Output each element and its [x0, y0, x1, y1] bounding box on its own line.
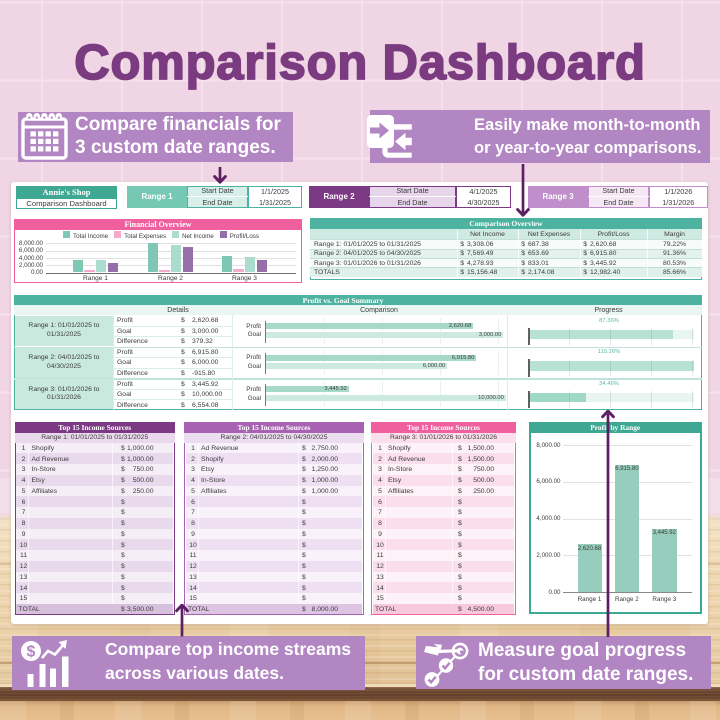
svg-text:$: $: [27, 644, 36, 661]
